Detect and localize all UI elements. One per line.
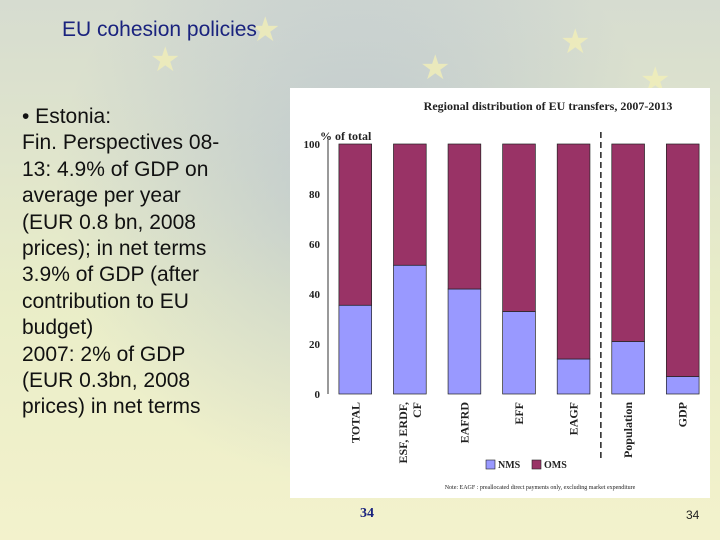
- bar-nms: [338, 304, 373, 395]
- x-tick-label: Population: [621, 402, 635, 458]
- bullet-line: average per year: [22, 184, 181, 208]
- bullet-line: prices); in net terms: [22, 237, 207, 261]
- x-tick-label: EAFRD: [457, 402, 471, 444]
- legend-swatch-nms: [485, 459, 496, 470]
- y-tick-label: 100: [304, 139, 321, 151]
- chart-page-number: 34: [360, 506, 374, 521]
- x-tick-label: ESF, ERDF,: [396, 402, 410, 463]
- chart-panel: Regional distribution of EU transfers, 2…: [290, 88, 710, 498]
- bullet-line: • Estonia:: [22, 105, 112, 128]
- bar-oms: [393, 143, 427, 266]
- legend-label-nms: NMS: [498, 460, 521, 471]
- background-star-icon: ★: [250, 11, 281, 49]
- y-tick-label: 60: [309, 239, 321, 251]
- legend-swatch-oms: [531, 459, 542, 470]
- bar-nms: [611, 341, 645, 395]
- bullet-line: Fin. Perspectives 08-: [22, 131, 220, 155]
- bar-oms: [502, 143, 536, 312]
- chart-note: Note: EAGF : preallocated direct payment…: [445, 485, 636, 491]
- x-tick-label: EFF: [512, 402, 526, 425]
- y-tick-label: 40: [309, 289, 321, 301]
- slide-page-number: 34: [686, 508, 700, 522]
- bar-oms: [556, 143, 591, 360]
- bullet-line: 3.9% of GDP (after: [22, 263, 200, 287]
- background-star-icon: ★: [560, 23, 591, 61]
- bullet-line: 13: 4.9% of GDP on: [22, 157, 209, 181]
- x-tick-label: GDP: [676, 402, 690, 427]
- bar-nms: [665, 376, 700, 395]
- x-tick-label: TOTAL: [348, 402, 362, 443]
- bullet-line: (EUR 0.8 bn, 2008: [22, 210, 196, 234]
- y-axis-label: % of total: [320, 129, 372, 143]
- x-tick-label: EAGF: [567, 402, 581, 435]
- bullet-line: budget): [22, 316, 94, 340]
- bar-nms: [447, 288, 482, 395]
- bar-oms: [447, 143, 482, 290]
- y-tick-label: 20: [309, 339, 321, 351]
- bar-nms: [393, 264, 427, 395]
- background-star-icon: ★: [150, 41, 181, 79]
- bullet-line: prices) in net terms: [22, 395, 201, 419]
- bullet-line: (EUR 0.3bn, 2008: [22, 369, 191, 393]
- legend-label-oms: OMS: [544, 460, 567, 471]
- slide-title: EU cohesion policies: [62, 18, 257, 41]
- y-tick-label: 0: [315, 389, 321, 401]
- background-star-icon: ★: [420, 49, 451, 87]
- x-tick-label: CF: [410, 402, 424, 418]
- stacked-bar-chart: Regional distribution of EU transfers, 2…: [304, 99, 700, 491]
- bar-oms: [338, 143, 373, 306]
- bar-oms: [611, 143, 645, 342]
- bullet-text: • Estonia: Fin. Perspectives 08- 13: 4.9…: [22, 104, 284, 421]
- bar-nms: [556, 358, 591, 395]
- bar-oms: [665, 143, 700, 377]
- bullet-line: contribution to EU: [22, 289, 189, 313]
- y-tick-label: 80: [309, 189, 321, 201]
- chart-title: Regional distribution of EU transfers, 2…: [424, 99, 673, 113]
- bar-nms: [502, 311, 536, 395]
- bullet-line: 2007: 2% of GDP: [22, 342, 186, 366]
